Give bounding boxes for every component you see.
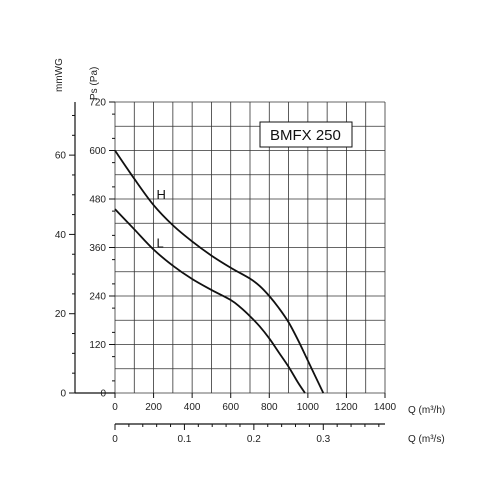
x-primary-axis-label: Q (m³/h)	[408, 405, 445, 416]
x-primary-tick-label: 1000	[297, 402, 320, 413]
curve-h	[114, 149, 325, 394]
grid	[114, 101, 386, 394]
y-secondary-tick-label: 20	[55, 309, 67, 320]
chart-title: BMFX 250	[270, 127, 341, 144]
x-primary-tick-label: 0	[112, 402, 118, 413]
y-secondary-tick-label: 0	[60, 389, 66, 400]
y-primary-tick-label: 480	[89, 195, 106, 206]
curve-l	[114, 208, 306, 394]
curve-label-l: L	[156, 236, 163, 251]
x-secondary-tick-label: 0.1	[177, 434, 191, 445]
x-secondary-tick-label: 0	[112, 434, 118, 445]
y-secondary-tick-label: 60	[55, 151, 67, 162]
y-primary-tick-label: 600	[89, 146, 106, 157]
y-primary-tick-label: 120	[89, 340, 106, 351]
curve-label-h: H	[156, 187, 165, 202]
y-primary-tick-label: 720	[89, 98, 106, 109]
x-primary-tick-label: 1400	[374, 402, 397, 413]
x-primary-tick-label: 200	[145, 402, 162, 413]
y-primary-tick-label: 240	[89, 292, 106, 303]
x-primary-tick-label: 1200	[335, 402, 358, 413]
x-secondary-tick-label: 0.3	[316, 434, 330, 445]
y-primary-tick-label: 0	[100, 389, 106, 400]
model-box	[259, 121, 353, 148]
y-primary-axis-label: Ps (Pa)	[89, 67, 100, 100]
x-primary-tick-label: 400	[184, 402, 201, 413]
x-primary-tick-label: 600	[222, 402, 239, 413]
y-secondary-tick-label: 40	[55, 230, 67, 241]
x-primary-tick-label: 800	[261, 402, 278, 413]
curves: HL	[114, 149, 325, 394]
x-secondary-axis-label: Q (m³/s)	[408, 434, 445, 445]
x-secondary-tick-label: 0.2	[247, 434, 261, 445]
y-primary-tick-label: 360	[89, 243, 106, 254]
y-secondary-axis-label: mmWG	[54, 58, 65, 92]
